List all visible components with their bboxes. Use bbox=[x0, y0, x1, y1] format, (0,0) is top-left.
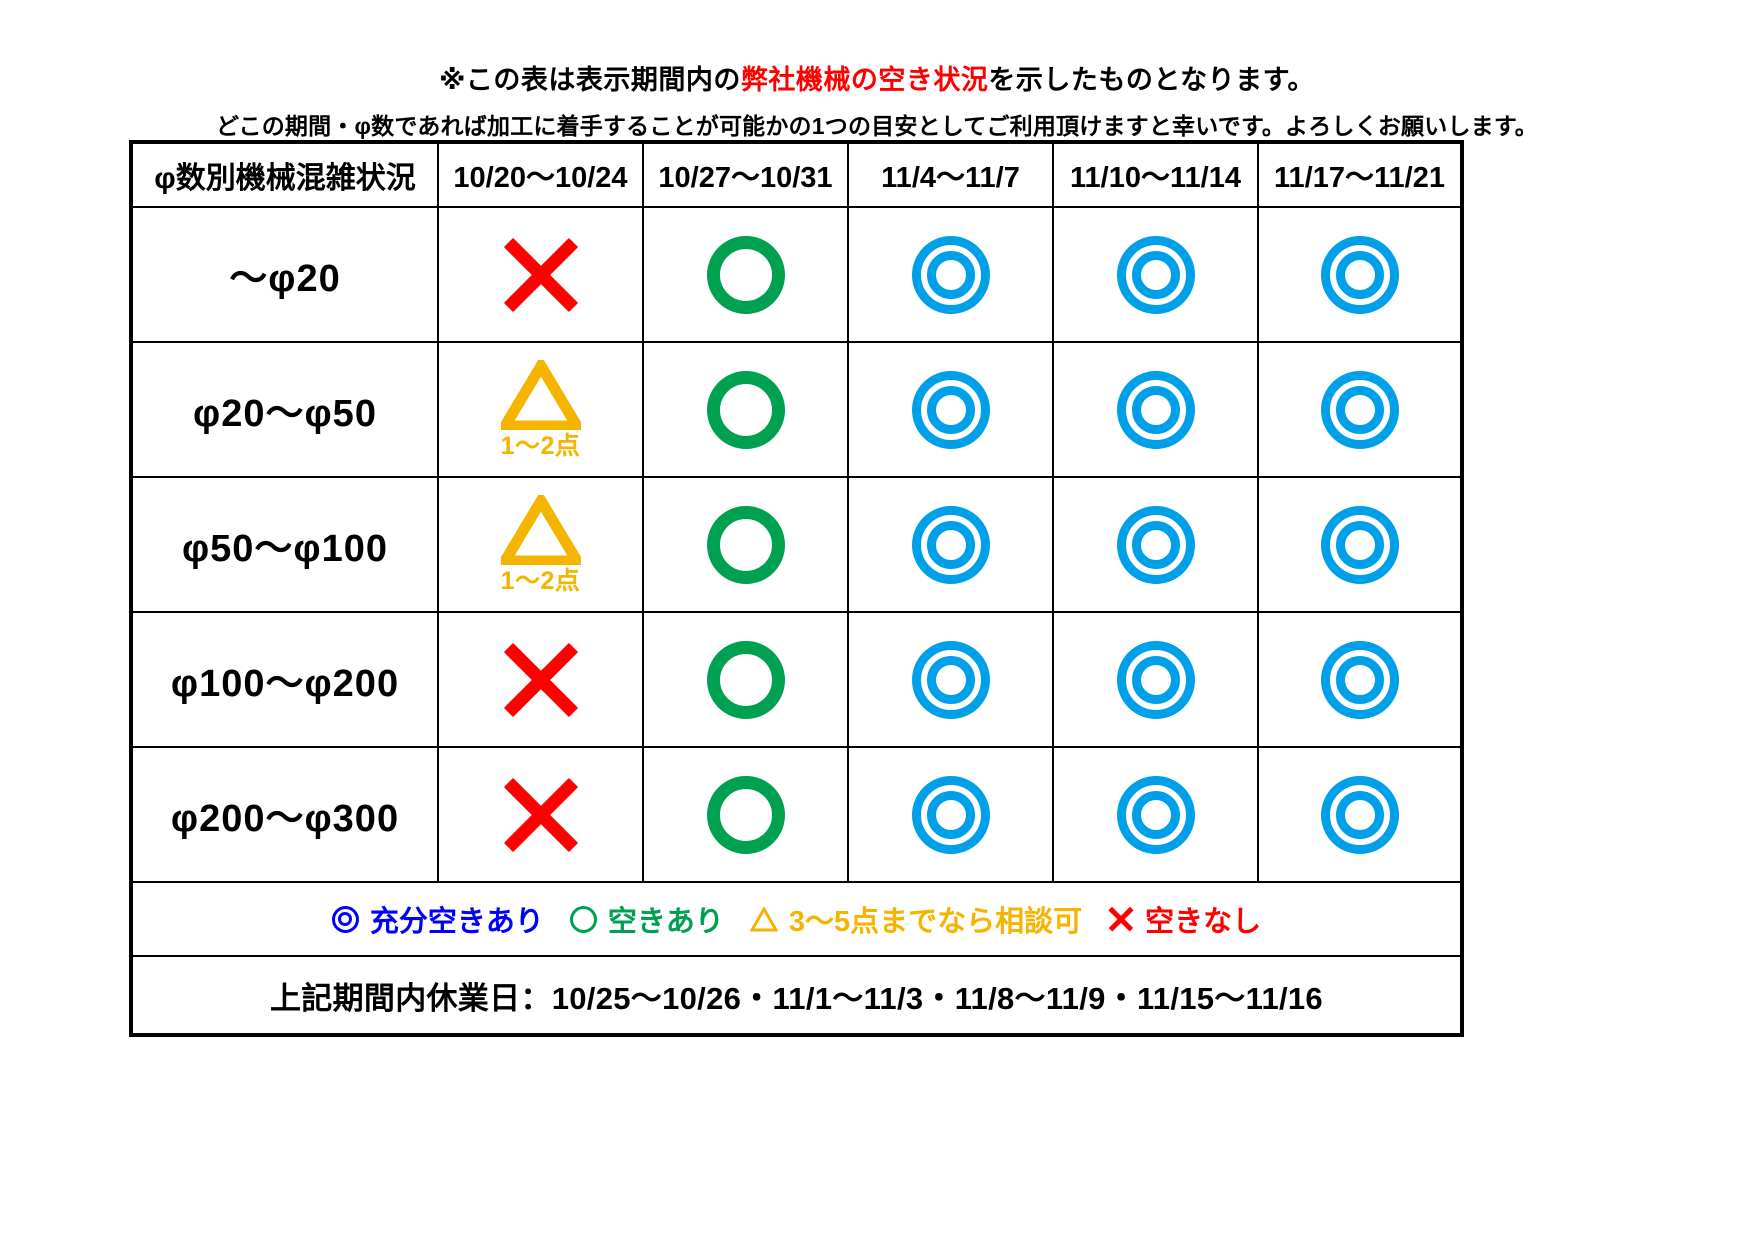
double-circle-icon bbox=[1116, 640, 1195, 719]
status-cell bbox=[642, 206, 849, 343]
status-cell bbox=[437, 611, 644, 748]
header-notes: ※この表は表示期間内の弊社機械の空き状況を示したものとなります。 どこの期間・φ… bbox=[0, 64, 1754, 141]
cell-note: 1〜2点 bbox=[500, 567, 581, 595]
status-cell bbox=[642, 611, 849, 748]
double-circle-icon bbox=[911, 370, 990, 449]
status-cell bbox=[642, 746, 849, 883]
status-cell bbox=[1257, 476, 1463, 613]
header-row-label: φ数別機械混雑状況 bbox=[130, 141, 439, 208]
double-circle-icon bbox=[1320, 370, 1399, 449]
legend-item-unavailable: 空きなし bbox=[1108, 898, 1261, 940]
circle-icon bbox=[706, 775, 785, 854]
status-cell bbox=[1052, 476, 1259, 613]
legend-label: 空きなし bbox=[1145, 906, 1262, 938]
double-circle-icon bbox=[911, 235, 990, 314]
status-cell: 1〜2点 bbox=[437, 341, 644, 478]
row-label: φ20〜φ50 bbox=[130, 341, 439, 478]
status-cell bbox=[1257, 611, 1463, 748]
status-cell: 1〜2点 bbox=[437, 476, 644, 613]
status-cell bbox=[1257, 206, 1463, 343]
status-cell bbox=[1257, 341, 1463, 478]
header-period-1: 10/20〜10/24 bbox=[437, 141, 644, 208]
note-line-1: ※この表は表示期間内の弊社機械の空き状況を示したものとなります。 bbox=[0, 64, 1754, 98]
status-cell bbox=[1052, 746, 1259, 883]
double-circle-icon bbox=[1116, 775, 1195, 854]
note-line-1-suffix: を示したものとなります。 bbox=[988, 65, 1315, 95]
table-row: φ50〜φ100 1〜2点 bbox=[130, 476, 1463, 613]
double-circle-icon bbox=[1116, 235, 1195, 314]
legend-label: 3〜5点までなら相談可 bbox=[788, 906, 1083, 938]
status-cell bbox=[847, 341, 1054, 478]
note-line-1-prefix: ※この表は表示期間内の bbox=[439, 65, 741, 95]
double-circle-icon bbox=[1320, 640, 1399, 719]
table-header-row: φ数別機械混雑状況 10/20〜10/24 10/27〜10/31 11/4〜1… bbox=[130, 141, 1463, 208]
legend-item-available: 空きあり bbox=[569, 898, 724, 940]
circle-icon bbox=[706, 640, 785, 719]
triangle-icon bbox=[749, 905, 779, 932]
cross-icon bbox=[504, 643, 578, 717]
status-cell bbox=[1052, 611, 1259, 748]
circle-icon bbox=[706, 370, 785, 449]
status-cell bbox=[847, 206, 1054, 343]
status-cell bbox=[847, 476, 1054, 613]
note-line-1-highlight: 弊社機械の空き状況 bbox=[740, 65, 989, 95]
header-period-3: 11/4〜11/7 bbox=[847, 141, 1054, 208]
circle-icon bbox=[569, 905, 597, 933]
cross-icon bbox=[1108, 906, 1134, 932]
table-row: φ200〜φ300 bbox=[130, 746, 1463, 883]
row-label: φ200〜φ300 bbox=[130, 746, 439, 883]
footer-row: 上記期間内休業日：10/25〜10/26・11/1〜11/3・11/8〜11/9… bbox=[130, 955, 1463, 1036]
table-body: 〜φ20 φ20〜φ50 1〜2点 bbox=[130, 206, 1463, 1036]
table-row: φ100〜φ200 bbox=[130, 611, 1463, 748]
note-line-2: どこの期間・φ数であれば加工に着手することが可能かの1つの目安としてご利用頂けま… bbox=[216, 112, 1538, 139]
row-label: φ50〜φ100 bbox=[130, 476, 439, 613]
closure-days-text: 上記期間内休業日：10/25〜10/26・11/1〜11/3・11/8〜11/9… bbox=[270, 980, 1323, 1016]
circle-icon bbox=[706, 505, 785, 584]
status-cell bbox=[437, 746, 644, 883]
status-cell bbox=[642, 476, 849, 613]
status-cell bbox=[847, 611, 1054, 748]
triangle-icon bbox=[500, 495, 581, 565]
legend-label: 空きあり bbox=[607, 906, 724, 938]
header-period-5: 11/17〜11/21 bbox=[1257, 141, 1463, 208]
status-cell bbox=[1052, 341, 1259, 478]
double-circle-icon bbox=[1320, 235, 1399, 314]
status-cell bbox=[1257, 746, 1463, 883]
double-circle-icon bbox=[911, 775, 990, 854]
circle-icon bbox=[706, 235, 785, 314]
cell-note: 1〜2点 bbox=[500, 432, 581, 460]
status-cell bbox=[642, 341, 849, 478]
double-circle-icon bbox=[331, 905, 359, 933]
double-circle-icon bbox=[1320, 505, 1399, 584]
double-circle-icon bbox=[1116, 505, 1195, 584]
legend-item-plenty: 充分空きあり bbox=[331, 898, 544, 940]
cross-icon bbox=[504, 238, 578, 312]
legend-label: 充分空きあり bbox=[369, 906, 544, 938]
status-cell bbox=[437, 206, 644, 343]
header-period-4: 11/10〜11/14 bbox=[1052, 141, 1259, 208]
status-cell bbox=[1052, 206, 1259, 343]
double-circle-icon bbox=[911, 640, 990, 719]
availability-table-wrapper: φ数別機械混雑状況 10/20〜10/24 10/27〜10/31 11/4〜1… bbox=[129, 140, 1464, 1037]
double-circle-icon bbox=[1320, 775, 1399, 854]
double-circle-icon bbox=[911, 505, 990, 584]
closure-days-cell: 上記期間内休業日：10/25〜10/26・11/1〜11/3・11/8〜11/9… bbox=[130, 955, 1463, 1036]
legend-item-consult: 3〜5点までなら相談可 bbox=[749, 898, 1083, 940]
table-row: 〜φ20 bbox=[130, 206, 1463, 343]
cross-icon bbox=[504, 778, 578, 852]
availability-table: φ数別機械混雑状況 10/20〜10/24 10/27〜10/31 11/4〜1… bbox=[129, 140, 1464, 1037]
header-period-2: 10/27〜10/31 bbox=[642, 141, 849, 208]
row-label: φ100〜φ200 bbox=[130, 611, 439, 748]
table-row: φ20〜φ50 1〜2点 bbox=[130, 341, 1463, 478]
triangle-icon bbox=[500, 360, 581, 430]
status-cell bbox=[847, 746, 1054, 883]
row-label: 〜φ20 bbox=[130, 206, 439, 343]
double-circle-icon bbox=[1116, 370, 1195, 449]
legend-cell: 充分空きあり 空きあり 3〜5点までなら相談可 bbox=[130, 881, 1463, 957]
legend-row: 充分空きあり 空きあり 3〜5点までなら相談可 bbox=[130, 881, 1463, 957]
